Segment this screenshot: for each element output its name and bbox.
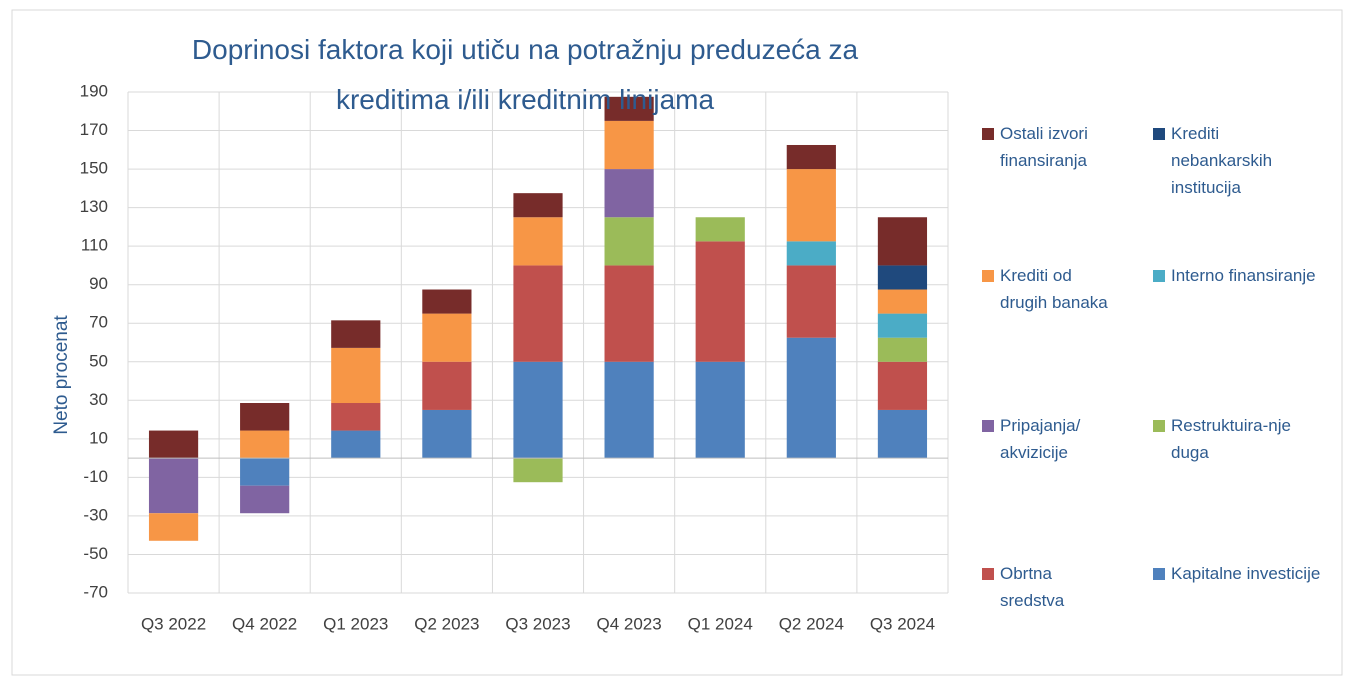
legend-swatch xyxy=(1153,420,1165,432)
bar-segment xyxy=(604,217,654,266)
bar-segment xyxy=(422,313,472,362)
x-tick-label: Q1 2023 xyxy=(323,614,388,633)
x-tick-label: Q4 2023 xyxy=(596,614,661,633)
bar-segment xyxy=(877,361,928,410)
chart-title: Doprinosi faktora koji utiču na potražnj… xyxy=(191,34,859,115)
bar-segment xyxy=(148,430,199,459)
legend-label: Pripajanja/ akvizicije xyxy=(1000,416,1081,462)
y-tick-label: 50 xyxy=(89,351,108,370)
legend-label: Restruktuira-nje duga xyxy=(1171,416,1291,462)
y-tick-label: -70 xyxy=(83,582,108,601)
legend-label: Interno finansiranje xyxy=(1171,266,1316,285)
bar-segment xyxy=(695,217,745,242)
legend-label: Krediti od drugih banaka xyxy=(1000,266,1108,312)
legend-swatch xyxy=(1153,128,1165,140)
legend-swatch xyxy=(982,270,994,282)
bar-segment xyxy=(513,193,563,218)
x-tick-label: Q3 2022 xyxy=(141,614,206,633)
legend-label: Ostali izvori finansiranja xyxy=(1000,124,1088,170)
y-tick-label: 90 xyxy=(89,274,108,293)
legend-label: Kapitalne investicije xyxy=(1171,564,1321,583)
x-tick-label: Q4 2022 xyxy=(232,614,297,633)
legend-swatch xyxy=(982,420,994,432)
bar-segment xyxy=(786,337,836,459)
bar-segment xyxy=(877,409,928,459)
bar-segment xyxy=(513,217,563,266)
legend-swatch xyxy=(1153,568,1165,580)
bar-segment xyxy=(877,289,928,314)
bar-segment xyxy=(422,409,472,459)
bar-segment xyxy=(331,430,381,459)
bar-segment xyxy=(240,485,290,514)
bar-segment xyxy=(331,347,381,404)
y-axis-label: Neto procenat xyxy=(51,315,72,435)
legend-swatch xyxy=(1153,270,1165,282)
bar-segment xyxy=(331,403,381,431)
bar-segment xyxy=(422,361,472,410)
y-tick-label: -30 xyxy=(83,505,108,524)
bar-segment xyxy=(513,265,563,362)
bar-segment xyxy=(240,403,290,431)
bar-segment xyxy=(604,169,654,218)
bar-segment xyxy=(786,265,836,338)
bar-segment xyxy=(604,265,654,362)
bar-segment xyxy=(877,217,928,266)
bar-segment xyxy=(422,289,472,314)
bar-segment xyxy=(877,265,928,290)
bar-segment xyxy=(786,144,836,170)
y-tick-label: 10 xyxy=(89,428,108,447)
bar-segment xyxy=(786,241,836,266)
y-tick-label: 170 xyxy=(80,120,108,139)
legend-label: Obrtna sredstva xyxy=(1000,564,1065,610)
bar-segment xyxy=(695,241,745,362)
x-tick-label: Q2 2023 xyxy=(414,614,479,633)
legend-swatch xyxy=(982,128,994,140)
bar-segment xyxy=(786,169,836,242)
y-tick-label: 70 xyxy=(89,313,108,332)
legend-label: Krediti nebankarskih institucija xyxy=(1171,124,1273,197)
y-tick-label: 130 xyxy=(80,197,108,216)
y-tick-label: 110 xyxy=(81,236,108,255)
bar-segment xyxy=(604,361,654,459)
x-tick-label: Q3 2023 xyxy=(505,614,570,633)
bar-segment xyxy=(148,458,199,514)
y-tick-label: -50 xyxy=(83,544,108,563)
y-tick-label: 190 xyxy=(80,81,108,100)
bar-segment xyxy=(604,120,654,170)
y-tick-label: 30 xyxy=(89,390,108,409)
bar-segment xyxy=(513,458,563,483)
bar-segment xyxy=(877,337,928,362)
legend-swatch xyxy=(982,568,994,580)
bar-segment xyxy=(331,320,381,348)
bar-segment xyxy=(240,430,290,459)
bar-segment xyxy=(877,313,928,338)
y-tick-label: 150 xyxy=(80,159,108,178)
bar-segment xyxy=(148,513,199,541)
x-tick-label: Q2 2024 xyxy=(779,614,844,633)
bar-segment xyxy=(240,458,290,486)
x-tick-label: Q3 2024 xyxy=(870,614,935,633)
x-tick-label: Q1 2024 xyxy=(688,614,753,633)
y-tick-label: -10 xyxy=(83,467,108,486)
chart-border xyxy=(11,9,1343,676)
bar-segment xyxy=(695,361,745,459)
bar-segment xyxy=(604,96,654,121)
bar-segment xyxy=(513,361,563,459)
